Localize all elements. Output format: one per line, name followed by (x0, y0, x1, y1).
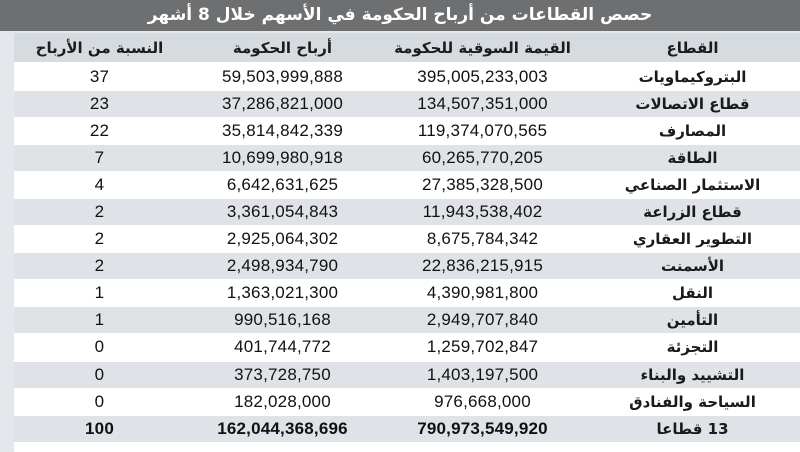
table-row: المصارف 119,374,070,565 35,814,842,339 2… (14, 117, 800, 145)
cell-market-value: 8,675,784,342 (380, 225, 585, 254)
table-row: الاستثمار الصناعي 27,385,328,500 6,642,6… (14, 171, 800, 199)
cell-market-value: 134,507,351,000 (380, 90, 585, 118)
table-row: البتروكيماويات 395,005,233,003 59,503,99… (14, 63, 800, 91)
cell-sector: التطوير العقاري (585, 225, 800, 254)
cell-sector: قطاع الاتصالات (585, 90, 800, 118)
cell-share: 23 (14, 90, 185, 118)
cell-sector: البتروكيماويات (585, 63, 800, 91)
cell-share: 1 (14, 306, 185, 335)
cell-share: 2 (14, 198, 185, 227)
table-total-row: 13 قطاعا 790,973,549,920 162,044,368,696… (14, 415, 800, 443)
cell-profits: 10,699,980,918 (185, 144, 380, 172)
cell-market-value: 976,668,000 (380, 388, 585, 416)
cell-sector: قطاع الزراعة (585, 198, 800, 227)
table-row: التأمين 2,949,707,840 990,516,168 1 (14, 306, 800, 335)
cell-sector: السياحة والفنادق (585, 388, 800, 416)
table-row: التشييد والبناء 1,403,197,500 373,728,75… (14, 361, 800, 389)
cell-sector: التأمين (585, 306, 800, 335)
cell-share: 37 (14, 63, 185, 91)
header-profits: أرباح الحكومة (185, 33, 380, 64)
cell-total-market-value: 790,973,549,920 (380, 415, 585, 443)
cell-market-value: 119,374,070,565 (380, 117, 585, 145)
table-header-row: القطاع القيمة السوقية للحكومة أرباح الحك… (14, 33, 800, 64)
cell-sector: النقل (585, 279, 800, 308)
table-frame: القطاع القيمة السوقية للحكومة أرباح الحك… (0, 31, 800, 452)
table-row: قطاع الاتصالات 134,507,351,000 37,286,82… (14, 90, 800, 118)
cell-total-share: 100 (14, 415, 185, 443)
cell-share: 2 (14, 252, 185, 281)
sector-profits-table: القطاع القيمة السوقية للحكومة أرباح الحك… (14, 33, 800, 443)
header-share: النسبة من الأرباح (14, 33, 185, 64)
cell-share: 0 (14, 333, 185, 362)
cell-profits: 182,028,000 (185, 388, 380, 416)
cell-profits: 1,363,021,300 (185, 279, 380, 308)
cell-profits: 3,361,054,843 (185, 198, 380, 227)
cell-total-sector: 13 قطاعا (585, 415, 800, 443)
table-row: الطاقة 60,265,770,205 10,699,980,918 7 (14, 144, 800, 172)
cell-sector: الاستثمار الصناعي (585, 171, 800, 199)
cell-market-value: 22,836,215,915 (380, 252, 585, 281)
cell-share: 2 (14, 225, 185, 254)
cell-total-profits: 162,044,368,696 (185, 415, 380, 443)
cell-profits: 6,642,631,625 (185, 171, 380, 199)
table-row: الأسمنت 22,836,215,915 2,498,934,790 2 (14, 252, 800, 281)
cell-sector: الأسمنت (585, 252, 800, 281)
cell-sector: التجزئة (585, 333, 800, 362)
cell-market-value: 27,385,328,500 (380, 171, 585, 199)
table-row: التجزئة 1,259,702,847 401,744,772 0 (14, 333, 800, 362)
cell-share: 0 (14, 361, 185, 389)
header-sector: القطاع (585, 33, 800, 64)
cell-profits: 35,814,842,339 (185, 117, 380, 145)
cell-market-value: 2,949,707,840 (380, 306, 585, 335)
cell-share: 22 (14, 117, 185, 145)
cell-market-value: 395,005,233,003 (380, 63, 585, 91)
cell-market-value: 4,390,981,800 (380, 279, 585, 308)
table-row: السياحة والفنادق 976,668,000 182,028,000… (14, 388, 800, 416)
cell-profits: 401,744,772 (185, 333, 380, 362)
cell-market-value: 1,259,702,847 (380, 333, 585, 362)
table-row: النقل 4,390,981,800 1,363,021,300 1 (14, 279, 800, 308)
cell-share: 0 (14, 388, 185, 416)
cell-sector: المصارف (585, 117, 800, 145)
cell-profits: 2,925,064,302 (185, 225, 380, 254)
table-row: قطاع الزراعة 11,943,538,402 3,361,054,84… (14, 198, 800, 227)
page-title: حصص القطاعات من أرباح الحكومة في الأسهم … (0, 0, 800, 31)
header-market-value: القيمة السوقية للحكومة (380, 33, 585, 64)
cell-profits: 37,286,821,000 (185, 90, 380, 118)
cell-market-value: 1,403,197,500 (380, 361, 585, 389)
cell-sector: الطاقة (585, 144, 800, 172)
table-row: التطوير العقاري 8,675,784,342 2,925,064,… (14, 225, 800, 254)
cell-share: 4 (14, 171, 185, 199)
cell-profits: 59,503,999,888 (185, 63, 380, 91)
cell-profits: 2,498,934,790 (185, 252, 380, 281)
cell-share: 1 (14, 279, 185, 308)
cell-profits: 990,516,168 (185, 306, 380, 335)
cell-market-value: 60,265,770,205 (380, 144, 585, 172)
cell-profits: 373,728,750 (185, 361, 380, 389)
cell-share: 7 (14, 144, 185, 172)
cell-market-value: 11,943,538,402 (380, 198, 585, 227)
cell-sector: التشييد والبناء (585, 361, 800, 389)
table-container: القطاع القيمة السوقية للحكومة أرباح الحك… (14, 33, 800, 452)
